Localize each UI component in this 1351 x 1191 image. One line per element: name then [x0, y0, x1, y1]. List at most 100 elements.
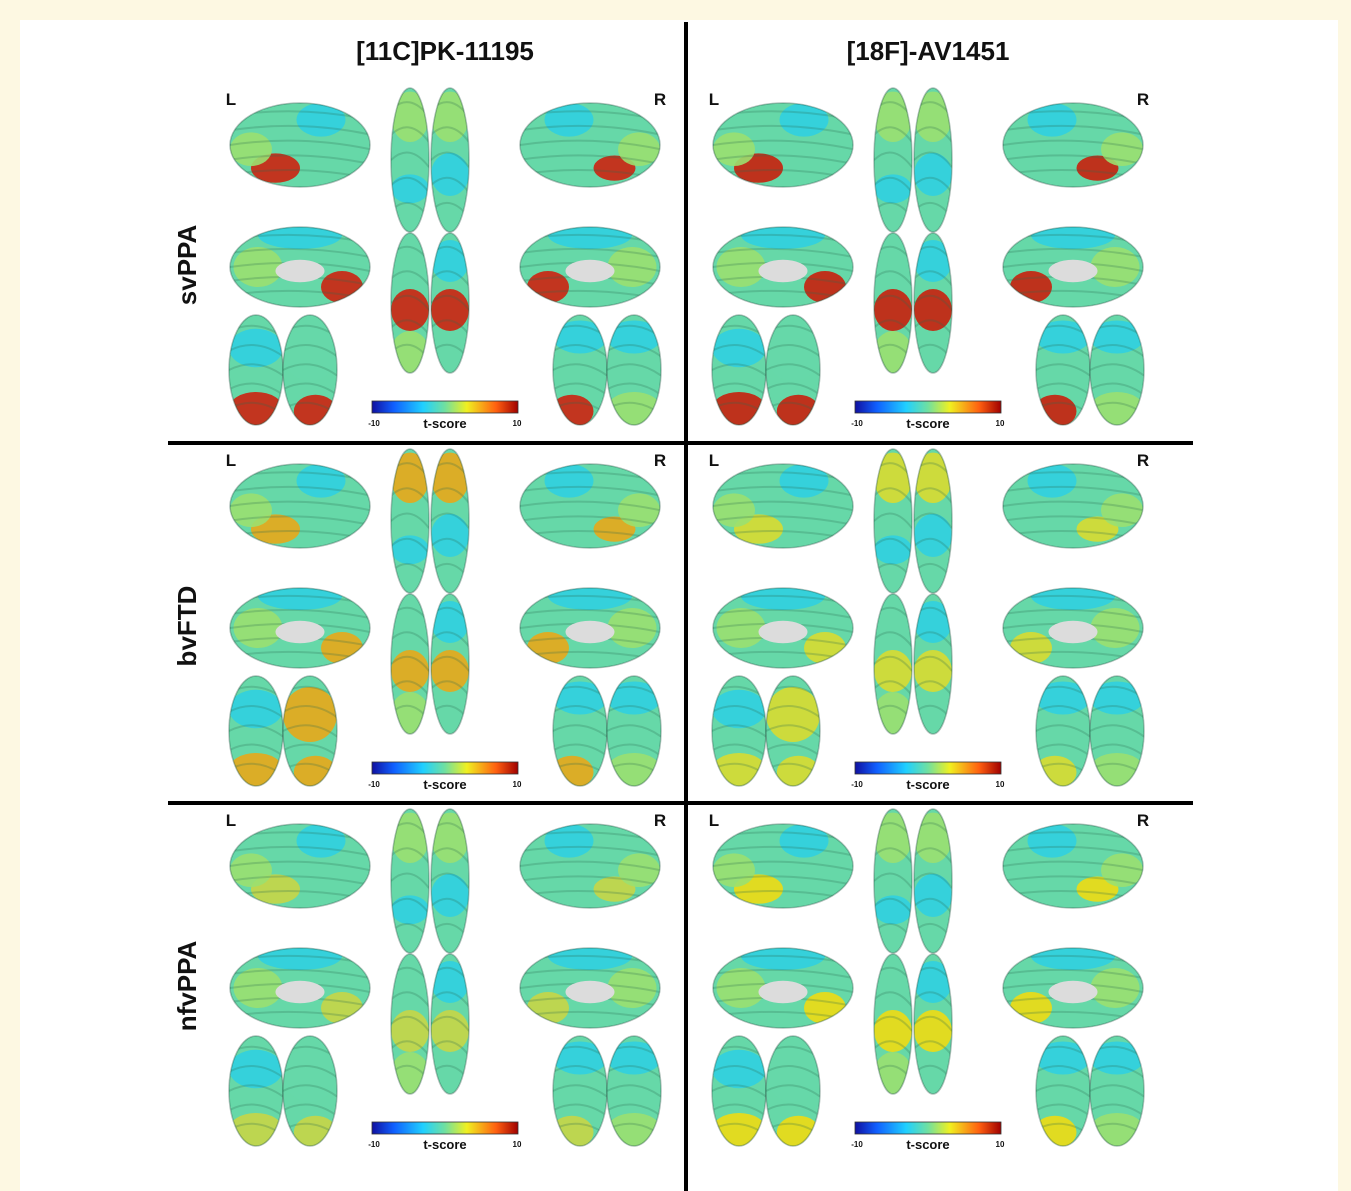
brain-surface: [766, 1036, 820, 1146]
colorbar: [854, 761, 1002, 775]
brain-surface: [520, 103, 660, 187]
brain-surface: [230, 588, 370, 668]
brain-surface: [520, 948, 660, 1028]
row-label: bvFTD: [172, 586, 202, 667]
brain-surface: [283, 315, 337, 425]
brain-surface: [229, 676, 283, 786]
colorbar-label: t-score: [906, 416, 949, 431]
brain-surface: [431, 954, 469, 1094]
brain-surface: [391, 594, 429, 734]
brain-surface: [230, 464, 370, 548]
colorbar: [371, 761, 519, 775]
column-header: [18F]-AV1451: [847, 36, 1010, 66]
colorbar-min: -10: [368, 419, 380, 428]
column-header: [11C]PK-11195: [356, 36, 534, 66]
colorbar-min: -10: [368, 1140, 380, 1149]
side-label: R: [654, 451, 666, 470]
brain-surface: [766, 315, 820, 425]
brain-surface: [874, 88, 912, 232]
brain-surface: [431, 809, 469, 953]
colorbar-label: t-score: [906, 1137, 949, 1152]
colorbar-max: 10: [996, 780, 1005, 789]
colorbar-max: 10: [513, 419, 522, 428]
brain-surface: [874, 809, 912, 953]
brain-panel: L R -10 t-score 10: [226, 808, 666, 1152]
colorbar-max: 10: [996, 419, 1005, 428]
brain-surface: [1036, 1036, 1090, 1146]
colorbar-label: t-score: [423, 1137, 466, 1152]
brain-surface: [1090, 315, 1144, 425]
side-label: L: [226, 451, 236, 470]
colorbar-min: -10: [851, 419, 863, 428]
brain-surface: [766, 676, 820, 786]
colorbar: [854, 400, 1002, 414]
colorbar-max: 10: [513, 1140, 522, 1149]
colorbar-label: t-score: [423, 777, 466, 792]
side-label: R: [654, 90, 666, 109]
brain-surface: [713, 588, 853, 668]
side-label: R: [1137, 90, 1149, 109]
colorbar: [854, 1121, 1002, 1135]
brain-surface: [713, 464, 853, 548]
brain-surface: [431, 88, 469, 232]
brain-surface: [229, 315, 283, 425]
brain-surface: [1090, 676, 1144, 786]
brain-panel: L R -10 t-score 10: [709, 808, 1149, 1152]
colorbar-max: 10: [996, 1140, 1005, 1149]
figure-background: [20, 20, 1338, 1191]
brain-surface: [874, 954, 912, 1094]
brain-surface: [1090, 1036, 1144, 1146]
brain-surface: [874, 233, 912, 373]
side-label: L: [226, 90, 236, 109]
brain-surface: [1003, 824, 1143, 908]
brain-surface: [553, 1036, 607, 1146]
colorbar-min: -10: [851, 1140, 863, 1149]
brain-surface: [874, 449, 912, 593]
colorbar: [371, 1121, 519, 1135]
brain-surface: [391, 954, 429, 1094]
brain-surface: [1003, 948, 1143, 1028]
brain-surface: [229, 1036, 283, 1146]
side-label: L: [709, 811, 719, 830]
brain-surface: [712, 315, 766, 425]
brain-surface: [713, 948, 853, 1028]
side-label: L: [226, 811, 236, 830]
brain-surface: [874, 594, 912, 734]
colorbar-min: -10: [851, 780, 863, 789]
colorbar: [371, 400, 519, 414]
brain-panel: L R -10 t-score 10: [226, 87, 666, 431]
brain-surface: [391, 233, 429, 373]
brain-surface: [431, 594, 469, 734]
row-label: nfvPPA: [172, 941, 202, 1032]
row-label: svPPA: [172, 225, 202, 306]
brain-surface: [1003, 464, 1143, 548]
side-label: L: [709, 451, 719, 470]
side-label: R: [1137, 811, 1149, 830]
brain-surface: [391, 809, 429, 953]
brain-surface: [607, 315, 661, 425]
brain-surface: [712, 1036, 766, 1146]
brain-surface: [914, 954, 952, 1094]
colorbar-label: t-score: [906, 777, 949, 792]
side-label: R: [654, 811, 666, 830]
brain-surface: [914, 594, 952, 734]
brain-surface: [713, 103, 853, 187]
brain-surface: [914, 88, 952, 232]
side-label: L: [709, 90, 719, 109]
colorbar-max: 10: [513, 780, 522, 789]
colorbar-label: t-score: [423, 416, 466, 431]
brain-panel: L R -10 t-score 10: [709, 87, 1149, 431]
brain-surface: [431, 233, 469, 373]
colorbar-min: -10: [368, 780, 380, 789]
brain-panel: L R -10 t-score 10: [226, 448, 666, 792]
brain-surface: [230, 948, 370, 1028]
brain-surface: [607, 1036, 661, 1146]
brain-surface: [520, 824, 660, 908]
brain-surface: [713, 227, 853, 307]
brain-surface: [914, 449, 952, 593]
brain-surface: [391, 88, 429, 232]
side-label: R: [1137, 451, 1149, 470]
brain-panel: L R -10 t-score 10: [709, 448, 1149, 792]
